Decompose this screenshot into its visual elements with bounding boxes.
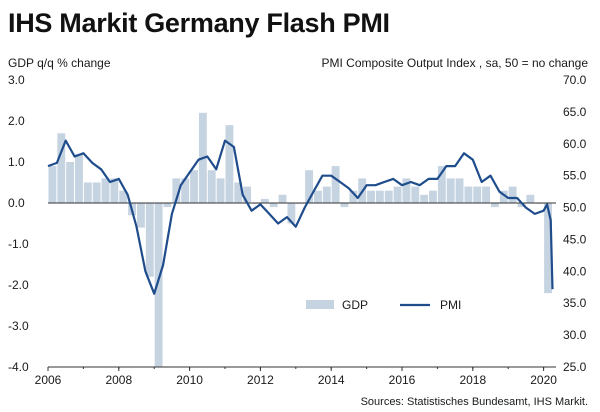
gdp-bar [314, 190, 322, 203]
gdp-bar [446, 178, 455, 203]
x-tick-label: 2010 [176, 373, 203, 387]
gdp-bar [172, 178, 181, 203]
left-tick-label: 2.0 [8, 114, 25, 128]
right-tick-label: 40.0 [563, 264, 587, 278]
gdp-bar [482, 186, 491, 203]
gdp-bar [66, 162, 75, 203]
gdp-bar [411, 186, 420, 203]
source-note: Sources: Statistisches Bundesamt, IHS Ma… [360, 396, 588, 408]
gdp-bar [269, 203, 278, 208]
gdp-bar [349, 190, 358, 203]
left-tick-label: -2.0 [8, 278, 29, 292]
gdp-bar [331, 166, 340, 203]
gdp-bar [393, 186, 402, 203]
gdp-bar [225, 125, 234, 203]
right-tick-label: 30.0 [563, 328, 587, 342]
right-tick-label: 25.0 [563, 360, 587, 374]
left-tick-label: 3.0 [8, 73, 25, 87]
gdp-bar [92, 182, 101, 203]
legend: GDP PMI [306, 298, 461, 312]
gdp-bar [429, 190, 437, 203]
gdp-bar [48, 166, 57, 203]
left-tick-label: 0.0 [8, 196, 25, 210]
right-tick-label: 60.0 [563, 137, 587, 151]
x-tick-label: 2006 [35, 373, 62, 387]
right-tick-label: 70.0 [563, 73, 587, 87]
pmi-line [47, 139, 554, 295]
gdp-bar [145, 203, 154, 277]
left-axis-label: GDP q/q % change [8, 56, 111, 70]
gdp-bar [154, 203, 163, 367]
left-tick-label: 1.0 [8, 155, 25, 169]
gdp-bar [57, 133, 66, 203]
gdp-bar [322, 186, 331, 203]
gdp-bar [207, 170, 216, 203]
right-tick-label: 45.0 [563, 232, 587, 246]
x-tick-label: 2008 [105, 373, 132, 387]
gdp-bar [340, 203, 349, 208]
gdp-bar [278, 194, 287, 203]
gdp-bars [48, 112, 552, 367]
legend-gdp-swatch [306, 300, 334, 309]
gdp-bar [464, 186, 473, 203]
gdp-bar [83, 182, 92, 203]
gdp-bar [526, 194, 535, 203]
gdp-bar [384, 190, 393, 203]
gdp-bar [243, 186, 252, 203]
x-tick-label: 2012 [247, 373, 274, 387]
gdp-bar [190, 170, 198, 203]
gdp-bar [137, 203, 145, 228]
tick-labels: 3.0 2.0 1.0 0.0 -1.0 -2.0 -3.0 -4.0 70.0 65.0 60.0… [8, 73, 587, 387]
gdp-bar [287, 203, 296, 224]
gdp-bar [110, 178, 119, 203]
right-axis-label: PMI Composite Output Index , sa, 50 = no… [321, 56, 589, 70]
chart-title: IHS Markit Germany Flash PMI [8, 8, 390, 38]
gdp-bar [305, 170, 314, 203]
x-tick-label: 2020 [530, 373, 557, 387]
x-tick-label: 2014 [318, 373, 345, 387]
gdp-bar [491, 203, 499, 208]
gdp-bar [544, 203, 552, 294]
right-tick-label: 50.0 [563, 201, 587, 215]
gdp-bar [101, 178, 110, 203]
gdp-bar [375, 190, 384, 203]
left-tick-label: -4.0 [8, 360, 29, 374]
gdp-bar [473, 186, 482, 203]
right-tick-label: 55.0 [563, 169, 587, 183]
right-tick-label: 35.0 [563, 296, 587, 310]
gdp-bar [455, 178, 464, 203]
chart-axes [47, 202, 556, 371]
gdp-bar [181, 178, 190, 203]
gdp-bar [367, 190, 375, 203]
gdp-bar [499, 190, 508, 203]
gdp-bar [216, 178, 225, 203]
gdp-bar [517, 203, 526, 208]
gdp-bar [163, 203, 172, 208]
gdp-bar [234, 182, 243, 203]
gdp-bar [260, 198, 269, 203]
x-tick-label: 2018 [459, 373, 486, 387]
legend-gdp-label: GDP [342, 298, 368, 312]
x-tick-label: 2016 [389, 373, 416, 387]
gdp-bar [508, 186, 517, 203]
gdp-bar [119, 190, 128, 203]
right-tick-label: 65.0 [563, 105, 587, 119]
gdp-bar [420, 194, 429, 203]
legend-pmi-label: PMI [440, 298, 461, 312]
gdp-bar [402, 178, 411, 203]
left-tick-label: -3.0 [8, 319, 29, 333]
gdp-bar [437, 166, 446, 203]
left-tick-label: -1.0 [8, 237, 29, 251]
gdp-bar [75, 153, 83, 203]
